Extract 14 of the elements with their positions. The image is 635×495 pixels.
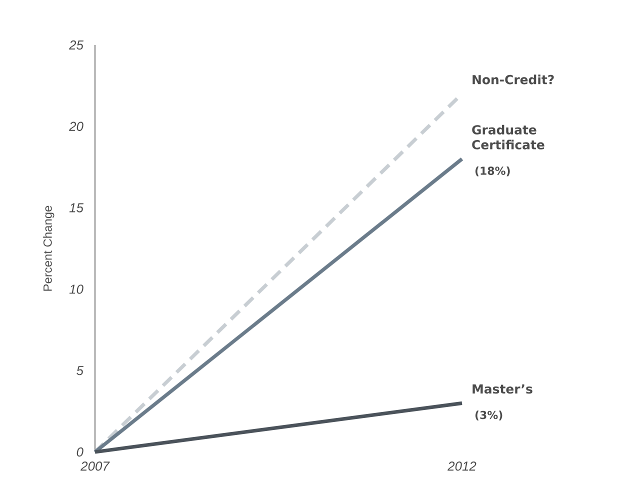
y-tick-label: 5 bbox=[76, 366, 84, 376]
x-tick-label: 2007 bbox=[80, 462, 110, 471]
y-tick-label: 25 bbox=[68, 40, 84, 50]
y-tick-label: 20 bbox=[68, 122, 84, 131]
y-axis-title: Percent Change bbox=[43, 206, 54, 291]
y-tick-label: 10 bbox=[69, 284, 84, 294]
series-label: Non-Credit? bbox=[472, 74, 554, 84]
series-label: Master’s bbox=[472, 384, 532, 394]
x-tick-label: 2012 bbox=[448, 462, 476, 471]
data-label: (18%) bbox=[475, 166, 510, 176]
y-tick-label: 0 bbox=[76, 447, 84, 457]
data-label: (3%) bbox=[475, 410, 502, 420]
series-label: Graduate Certificate bbox=[472, 124, 544, 150]
y-tick-label: 15 bbox=[69, 203, 84, 212]
